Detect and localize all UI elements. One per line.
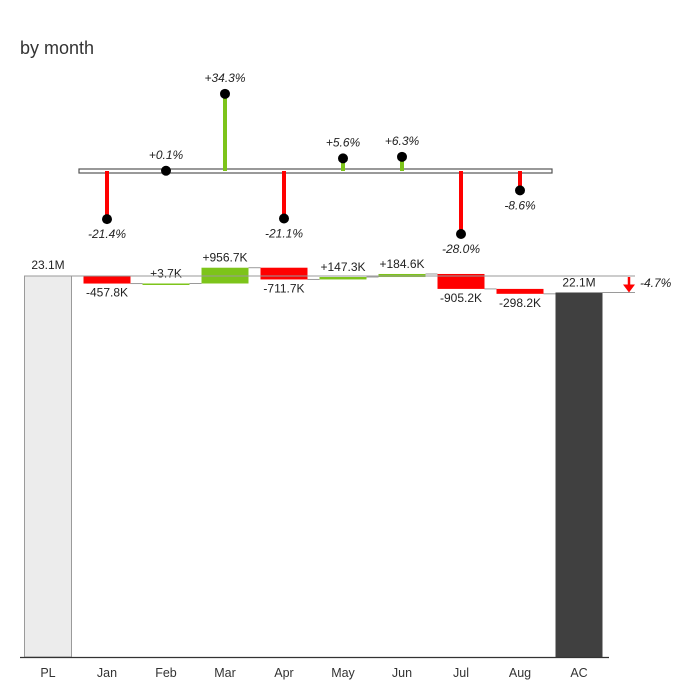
total-change-arrow-head [623,284,635,293]
chart-title: by month [20,38,95,58]
pin-head-aug [515,185,525,196]
bar-ac [555,292,603,657]
pin-head-jun [397,151,407,162]
value-label-aug: -298.2K [499,296,541,310]
bar-jun [378,273,426,278]
tick-label-jun: Jun [392,666,412,680]
tick-label-aug: Aug [509,666,531,680]
pct-label-feb: +0.1% [149,148,184,162]
value-label-jun: +184.6K [379,257,424,271]
bar-may [319,277,367,280]
pin-head-apr [279,213,289,224]
bar-jul [437,273,485,289]
tick-label-ac: AC [570,666,587,680]
bar-aug [496,288,544,294]
bar-jan [83,276,131,284]
value-label-apr: -711.7K [263,281,304,295]
value-label-jul: -905.2K [440,291,482,305]
bar-apr [260,267,308,280]
pct-label-apr: -21.1% [265,226,303,240]
bar-pl [24,275,72,658]
value-label-may: +147.3K [320,260,365,274]
value-label-ac: 22.1M [562,275,595,289]
pct-label-jan: -21.4% [88,227,126,241]
tick-label-jan: Jan [97,666,117,680]
pin-baseline [78,168,553,174]
pct-label-may: +5.6% [326,135,361,149]
pin-head-jul [456,229,466,239]
pct-label-jul: -28.0% [442,242,480,256]
bar-feb [142,283,190,285]
total-change-label: -4.7% [640,276,672,290]
tick-label-jul: Jul [453,666,469,680]
pct-label-mar: +34.3% [204,71,245,85]
value-label-pl: 23.1M [31,258,64,272]
tick-label-may: May [331,666,355,680]
pct-label-jun: +6.3% [385,134,420,148]
pin-head-feb [161,165,171,176]
pin-head-mar [220,88,230,99]
pin-head-jan [102,214,112,225]
pin-head-may [338,153,348,164]
value-label-feb: +3.7K [150,266,182,280]
tick-label-mar: Mar [214,666,236,680]
tick-label-pl: PL [40,666,55,680]
pct-label-aug: -8.6% [504,198,536,212]
tick-label-feb: Feb [155,666,177,680]
tick-label-apr: Apr [274,666,293,680]
value-label-mar: +956.7K [202,251,247,265]
value-label-jan: -457.8K [86,286,128,300]
